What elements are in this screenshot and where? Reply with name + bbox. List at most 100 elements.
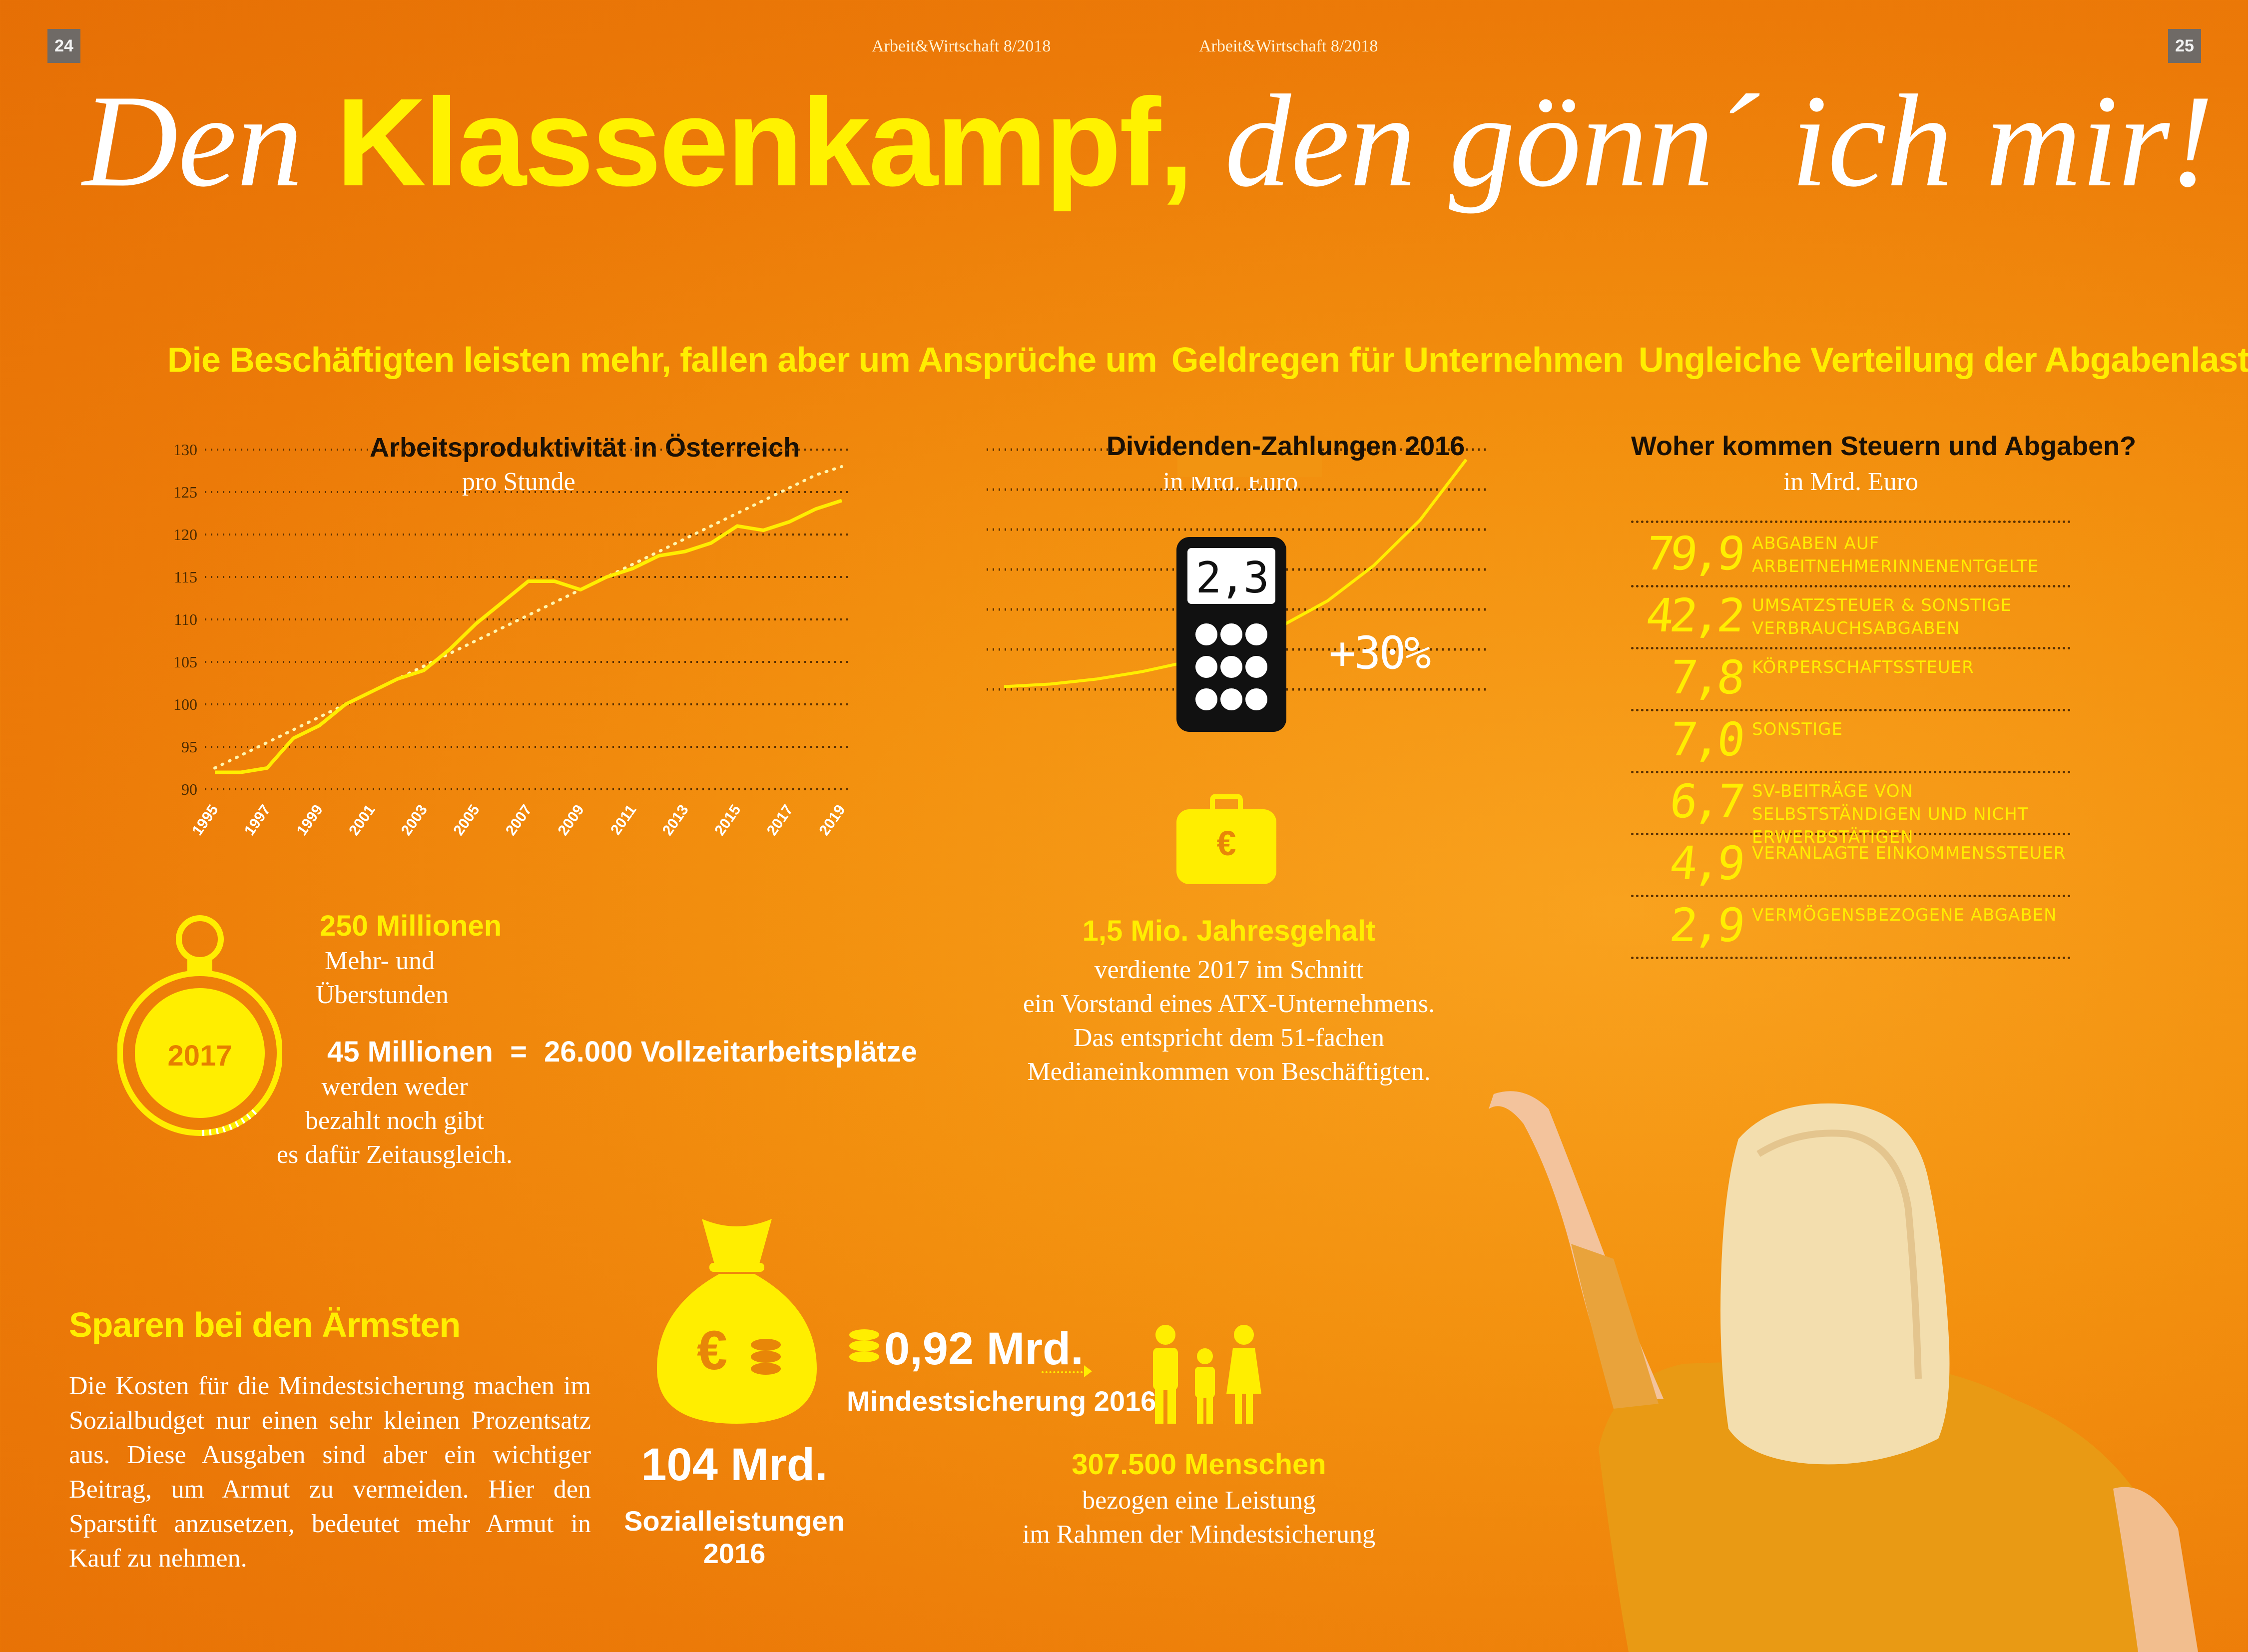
trend-line	[213, 465, 843, 770]
section-title-productivity: Die Beschäftigten leisten mehr, fallen a…	[167, 340, 1157, 379]
x-tick-label: 2007	[503, 802, 535, 839]
x-tick-label: 2005	[450, 802, 483, 839]
distribution-label: Sonstige	[1752, 719, 1843, 739]
woman-pointing-illustration	[1489, 1091, 2198, 1652]
salary-highlight: 1,5 Mio. Jahresgehalt	[1082, 915, 1376, 947]
calculator-icon	[1176, 537, 1286, 732]
family-icon	[1153, 1325, 1261, 1424]
distribution-label: Umsatzsteuer & sonstige Verbrauchsabgabe…	[1752, 595, 2012, 638]
overtime-text2: Überstunden	[316, 981, 449, 1009]
productivity-chart: 90 95 100 105 110 115 120 125 130 1995 1997 1999 20…	[173, 441, 852, 839]
productivity-line	[215, 499, 843, 774]
x-tick-label: 2019	[816, 802, 848, 839]
x-tick-label: 2011	[607, 802, 639, 838]
distribution-row: 42,2 Umsatzsteuer & sonstige Verbrauchsa…	[1631, 585, 2071, 649]
distribution-value: 7,8	[1667, 651, 1744, 704]
money-bag-euro: €	[697, 1320, 728, 1381]
x-tick-label: 1997	[241, 802, 274, 839]
distribution-value: 42,2	[1643, 589, 1744, 642]
running-head-right: Arbeit&Wirtschaft 8/2018	[1199, 37, 1378, 55]
x-tick-label: 2001	[346, 802, 378, 839]
distribution-value: 79,9	[1643, 527, 1744, 580]
page-number-right: 25	[2168, 29, 2201, 63]
distribution-value: 4,9	[1667, 837, 1744, 890]
people-line2: im Rahmen der Mindestsicherung	[1022, 1520, 1376, 1549]
social-amount: 104 Mrd.	[641, 1439, 828, 1490]
running-head-left: Arbeit&Wirtschaft 8/2018	[872, 37, 1051, 55]
x-tick-label: 1999	[294, 802, 326, 839]
distribution-row: 6,7 SV-Beiträge von Selbstständigen und …	[1631, 771, 2071, 847]
overtime-amount1: 250 Millionen	[320, 910, 502, 942]
savings-body: Die Kosten für die Mindestsicherung mach…	[69, 1372, 591, 1573]
distribution-row: 4,9 Veranlagte Einkommenssteuer	[1631, 833, 2071, 897]
calculator-display: 2,3	[1195, 553, 1269, 603]
distribution-top-rule	[1631, 521, 2071, 523]
section-title-distribution: Ungleiche Verteilung der Abgabenlast	[1639, 340, 2248, 379]
section-title-savings: Sparen bei den Ärmsten	[69, 1305, 461, 1344]
distribution-row: 7,0 Sonstige	[1631, 709, 2071, 773]
section-title-dividends: Geldregen für Unternehmen	[1171, 340, 1624, 379]
x-tick-label: 2015	[711, 802, 744, 839]
money-bag-icon	[657, 1219, 817, 1424]
overtime-note-line3: es dafür Zeitausgleich.	[276, 1140, 513, 1169]
distribution-chart-title: Woher kommen Steuern und Abgaben?	[1631, 431, 2137, 461]
arrow-connector	[1042, 1371, 1087, 1373]
salary-line4: Medianeinkommen von Beschäftigten.	[1027, 1058, 1431, 1086]
y-tick-label: 120	[173, 526, 197, 544]
x-tick-label: 2013	[659, 802, 692, 839]
people-amount: 307.500 Menschen	[1072, 1448, 1326, 1481]
productivity-chart-title: Arbeitsproduktivität in Österreich	[370, 433, 800, 463]
y-tick-label: 105	[173, 653, 197, 671]
stopwatch-icon	[117, 915, 282, 1136]
dividends-title-backdrop	[1177, 441, 1322, 477]
social-label: Sozialleistungen 2016	[624, 1505, 845, 1569]
distribution-label: Abgaben auf ArbeitnehmerInnenentgelte	[1752, 534, 2039, 576]
headline-part1: Den	[82, 68, 336, 214]
headline-highlight: Klassenkampf,	[336, 72, 1194, 212]
overtime-text1: Mehr- und	[325, 947, 435, 975]
x-tick-label: 2017	[764, 802, 796, 839]
y-tick-label: 130	[173, 441, 197, 459]
overtime-amount2-row: 45 Millionen = 26.000 Vollzeitarbeitsplä…	[327, 1035, 917, 1069]
y-tick-label: 110	[174, 610, 197, 628]
briefcase-icon	[1176, 794, 1276, 884]
briefcase-euro: €	[1216, 824, 1236, 863]
overtime-amount2: 45 Millionen	[327, 1036, 493, 1068]
page-number-left: 24	[47, 29, 80, 63]
overtime-equivalent: 26.000 Vollzeitarbeitsplätze	[544, 1036, 917, 1068]
distribution-value: 2,9	[1667, 899, 1744, 952]
salary-line2: ein Vorstand eines ATX-Unternehmens.	[1023, 990, 1435, 1018]
distribution-label: Körperschaftssteuer	[1752, 657, 1974, 677]
distribution-value: 6,7	[1667, 775, 1744, 828]
salary-line3: Das entspricht dem 51-fachen	[1073, 1024, 1385, 1052]
salary-line1: verdiente 2017 im Schnitt	[1094, 956, 1364, 984]
min-label: Mindestsicherung 2016	[847, 1385, 1156, 1417]
y-tick-label: 115	[174, 568, 197, 586]
distribution-label: Vermögensbezogene Abgaben	[1752, 905, 2057, 925]
overtime-year: 2017	[167, 1040, 232, 1072]
distribution-label: SV-Beiträge von Selbstständigen und nich…	[1752, 781, 2029, 847]
distribution-value: 7,0	[1667, 713, 1744, 766]
headline-part2: den gönn´ ich mir!	[1191, 68, 2214, 214]
coins-icon	[849, 1329, 879, 1362]
distribution-row: 7,8 Körperschaftssteuer	[1631, 647, 2071, 711]
distribution-chart-subtitle: in Mrd. Euro	[1783, 468, 1919, 496]
min-amount: 0,92 Mrd.	[884, 1323, 1084, 1374]
distribution-row: 2,9 Vermögensbezogene Abgaben	[1631, 895, 2071, 959]
people-line1: bezogen eine Leistung	[1082, 1486, 1316, 1515]
x-tick-label: 1995	[189, 802, 221, 839]
dividends-growth: +30%	[1329, 627, 1431, 679]
overtime-equals: =	[510, 1036, 527, 1068]
dividends-chart-title-front: Dividenden-Zahlungen 2016	[1107, 431, 1465, 461]
overtime-note-line1: werden weder	[321, 1073, 468, 1101]
overtime-note-line2: bezahlt noch gibt	[305, 1106, 485, 1135]
distribution-label: Veranlagte Einkommenssteuer	[1752, 843, 2066, 863]
arrow-head-icon	[1084, 1365, 1092, 1377]
y-tick-label: 100	[173, 695, 197, 713]
distribution-row: 79,9 Abgaben auf ArbeitnehmerInnenentgel…	[1631, 523, 2071, 587]
page-headline: Den Klassenkampf, den gönn´ ich mir!	[82, 75, 2214, 207]
x-tick-label: 2009	[555, 802, 587, 839]
y-tick-label: 125	[173, 483, 197, 501]
x-tick-label: 2003	[398, 802, 431, 839]
y-tick-label: 95	[181, 738, 197, 756]
